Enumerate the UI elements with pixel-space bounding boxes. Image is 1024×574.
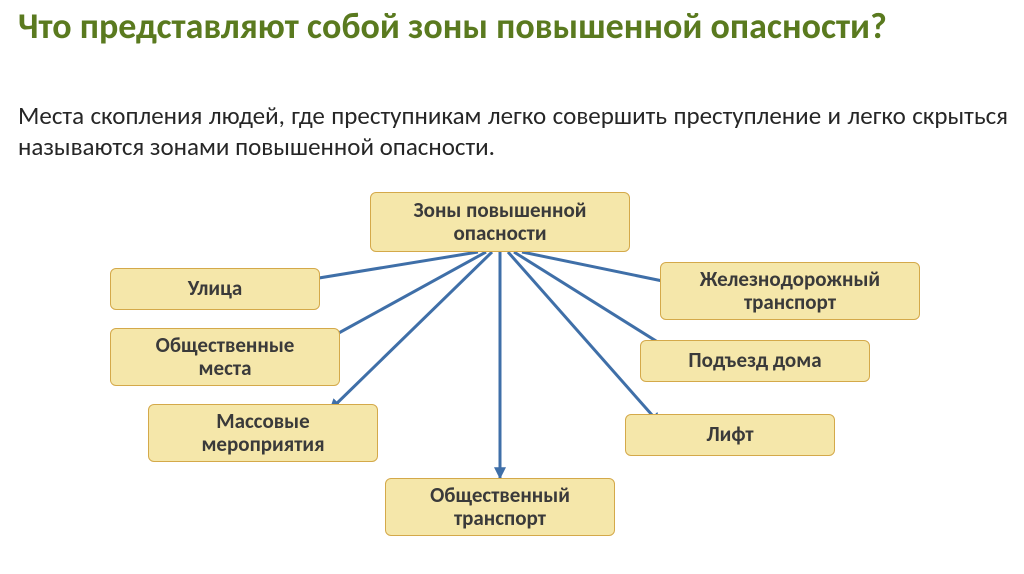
node-public: Общественные места xyxy=(110,328,340,386)
slide-description: Места скопления людей, где преступникам … xyxy=(18,100,1008,163)
node-ptrans: Общественный транспорт xyxy=(385,478,615,536)
node-rail: Железнодорожный транспорт xyxy=(660,262,920,320)
node-root: Зоны повышенной опасности xyxy=(370,192,630,252)
node-mass: Массовые мероприятия xyxy=(148,404,378,462)
node-label: Массовые мероприятия xyxy=(201,410,324,456)
slide-title: Что представляют собой зоны повышенной о… xyxy=(18,6,1008,46)
arrow-1 xyxy=(326,252,486,340)
node-entrance: Подъезд дома xyxy=(640,340,870,382)
node-label: Железнодорожный транспорт xyxy=(700,268,880,314)
node-lift: Лифт xyxy=(625,414,835,456)
slide: Что представляют собой зоны повышенной о… xyxy=(0,0,1024,574)
arrow-2 xyxy=(330,252,492,410)
node-street: Улица xyxy=(110,268,320,310)
node-label: Лифт xyxy=(706,423,753,446)
node-label: Общественный транспорт xyxy=(430,484,570,530)
arrow-4 xyxy=(508,252,660,424)
node-label: Общественные места xyxy=(156,334,295,380)
node-label: Подъезд дома xyxy=(688,349,821,372)
node-label: Улица xyxy=(188,277,243,300)
node-label: Зоны повышенной опасности xyxy=(414,199,587,245)
